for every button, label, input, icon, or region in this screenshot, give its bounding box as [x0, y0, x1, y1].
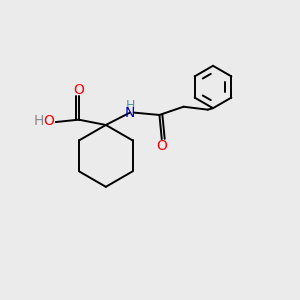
- Text: H: H: [34, 114, 44, 128]
- Text: N: N: [125, 106, 135, 120]
- Text: O: O: [156, 139, 167, 153]
- Text: O: O: [43, 114, 54, 128]
- Text: O: O: [73, 82, 84, 97]
- Text: H: H: [125, 99, 135, 112]
